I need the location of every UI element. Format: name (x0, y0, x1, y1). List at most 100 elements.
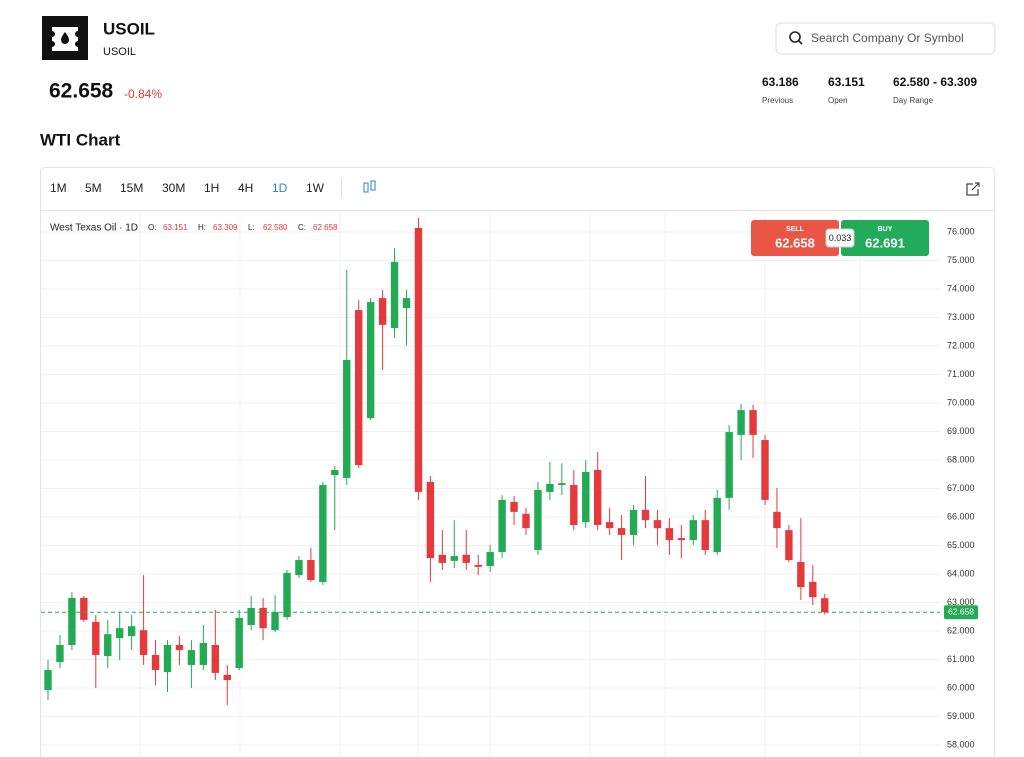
candle-body (151, 654, 160, 671)
candle-body (426, 481, 435, 559)
y-tick-label: 75.000 (947, 255, 975, 265)
ohlc-value: 63.151 (163, 223, 188, 232)
candle-type-icon[interactable] (363, 180, 376, 193)
y-tick-label: 61.000 (947, 654, 975, 664)
candle-body (749, 410, 757, 435)
candle-body (737, 410, 745, 435)
candle-body (56, 644, 64, 663)
candle-body (366, 302, 375, 419)
search-icon-handle (798, 40, 803, 45)
candle-body (474, 564, 482, 567)
y-tick-label: 63.000 (947, 597, 975, 607)
candle-body (713, 497, 721, 553)
buy-button[interactable] (841, 220, 929, 256)
stat-label: Open (828, 96, 848, 105)
candle-body (199, 642, 208, 665)
y-tick-label: 66.000 (947, 511, 975, 521)
candle-body (80, 597, 88, 620)
candle-body (44, 670, 52, 691)
icon-drop (61, 32, 69, 44)
icon-arrow (971, 182, 980, 191)
timeframe-button[interactable]: 1W (306, 181, 325, 195)
candle-body (605, 522, 614, 529)
candle-body (271, 611, 279, 631)
ohlc-value: 62.580 (263, 223, 288, 232)
candle-body (785, 530, 793, 561)
candle-body (582, 471, 590, 523)
candle-body (462, 554, 470, 563)
timeframe-button[interactable]: 5M (85, 181, 102, 195)
candle-body (307, 560, 315, 580)
candle-body (331, 469, 339, 476)
y-tick-label: 67.000 (947, 483, 975, 493)
toolbar: 1M 5M 15M 30M 1H 4H 1D 1W (50, 181, 325, 195)
candle-body (211, 644, 219, 673)
search-icon (789, 31, 801, 43)
candle-body (175, 644, 184, 651)
icon-box (966, 183, 979, 196)
search-box[interactable] (775, 22, 996, 55)
candle-body (641, 509, 650, 521)
buy-label: BUY (878, 226, 893, 233)
timeframe-button[interactable]: 30M (162, 181, 185, 195)
timeframe-button[interactable]: 1D (272, 181, 288, 195)
timeframe-button[interactable]: 1H (204, 181, 219, 195)
candle-body (223, 674, 231, 681)
y-tick-label: 74.000 (947, 283, 975, 293)
chart-panel (40, 167, 995, 757)
candle-body (522, 513, 530, 529)
symbol: USOIL (103, 19, 155, 38)
candle-body (677, 538, 686, 541)
spread: 0.033 (829, 233, 852, 243)
external-link-icon[interactable] (966, 182, 980, 196)
stat-value: 63.186 (762, 75, 799, 89)
y-tick-label: 64.000 (947, 568, 975, 578)
candle-body (92, 621, 100, 655)
y-tick-label: 71.000 (947, 369, 975, 379)
ohlc-label: L: (248, 223, 255, 232)
candle-body (355, 310, 363, 466)
section-title: WTI Chart (40, 130, 121, 149)
ohlc-value: 62.658 (313, 223, 338, 232)
candle-body (414, 227, 423, 492)
candle-body (319, 485, 327, 582)
candle-body (510, 501, 518, 512)
candle-body (689, 520, 697, 541)
candle-body (295, 560, 303, 576)
candle-body (629, 509, 638, 535)
candle-body (498, 499, 506, 553)
candle-body (534, 489, 542, 551)
y-tick-label: 76.000 (947, 226, 975, 236)
price-change: -0.84% (124, 87, 162, 101)
candle-body (343, 359, 351, 478)
candle-body (809, 581, 817, 598)
timeframe-button[interactable]: 1M (50, 181, 67, 195)
candle-body (187, 650, 196, 665)
y-tick-label: 60.000 (947, 682, 975, 692)
sell-button[interactable] (751, 220, 839, 256)
candle-body (402, 298, 411, 309)
candle-body (821, 598, 829, 613)
timeframe-button[interactable]: 15M (120, 181, 143, 195)
y-tick-label: 59.000 (947, 711, 975, 721)
candle-body (558, 483, 566, 486)
candle-body (701, 520, 709, 551)
y-tick-label: 73.000 (947, 312, 975, 322)
y-tick-label: 68.000 (947, 454, 975, 464)
y-tick-label: 58.000 (947, 739, 975, 749)
buy-price: 62.691 (865, 235, 905, 250)
candle-body (797, 562, 805, 588)
timeframe-button[interactable]: 4H (238, 181, 253, 195)
candle-body (450, 556, 458, 561)
candle-body (390, 261, 399, 329)
ohlc-legend: O: 63.151 H: 63.309 L: 62.580 C: 62.658 (148, 223, 338, 232)
candle-body (546, 483, 554, 492)
candle-body (378, 298, 387, 325)
candle-body (665, 528, 674, 541)
ohlc-label: O: (148, 223, 156, 232)
y-tick-label: 70.000 (947, 397, 975, 407)
y-tick-label: 69.000 (947, 426, 975, 436)
y-tick-label: 72.000 (947, 340, 975, 350)
candle-body (127, 626, 136, 637)
